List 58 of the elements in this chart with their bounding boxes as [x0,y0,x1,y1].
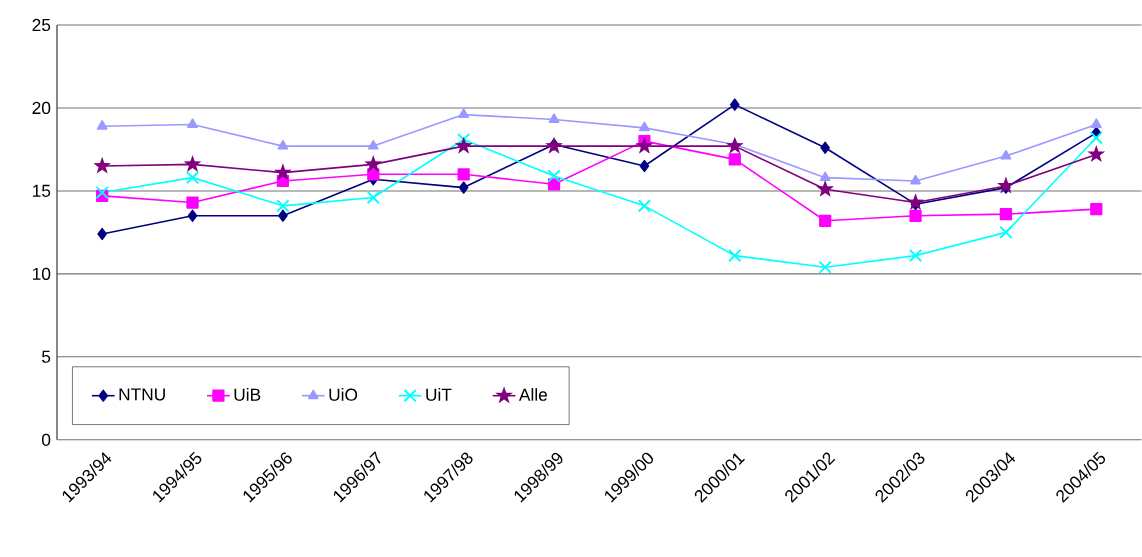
point [367,140,379,150]
point [187,118,198,129]
point [635,136,654,154]
point [366,191,380,204]
y-tick-label: 0 [41,433,51,447]
point [187,209,198,223]
point [999,226,1013,239]
point [725,136,744,154]
point [97,228,107,241]
point [909,209,922,223]
point [454,136,473,154]
point [458,108,470,119]
point [728,249,742,263]
point [997,176,1015,194]
y-tick-label: 15 [32,184,51,198]
point [816,180,835,197]
point [1087,145,1106,163]
point [909,249,922,263]
point [93,156,112,174]
point [638,199,651,213]
point [906,193,925,211]
point [547,169,561,183]
point [639,160,650,173]
point [186,196,199,209]
point [728,153,741,166]
legend-label: Alle [518,388,548,401]
point [277,140,289,150]
point [364,155,383,173]
point [545,136,563,154]
point [1000,150,1012,160]
point [457,168,470,181]
point [639,121,650,132]
point [548,113,560,124]
legend-label: UiB [234,388,261,401]
point [820,141,830,155]
point [818,261,832,274]
point [729,98,740,111]
point [819,171,831,182]
point [276,199,290,213]
legend-label: UiT [426,388,452,401]
point [999,208,1013,221]
y-tick-label: 20 [32,101,51,115]
legend-label: NTNU [119,388,165,401]
point [910,174,921,185]
point [1089,131,1103,145]
point [458,181,469,194]
point [1090,118,1102,129]
point [819,214,832,228]
y-tick-label: 10 [32,267,51,281]
point [1090,203,1103,216]
y-tick-label: 25 [32,18,51,32]
point [186,171,199,185]
y-tick-label: 5 [41,350,51,363]
point [96,120,108,130]
point [183,155,202,173]
point [278,209,288,223]
point [274,163,292,181]
legend-label: UiO [329,388,358,401]
